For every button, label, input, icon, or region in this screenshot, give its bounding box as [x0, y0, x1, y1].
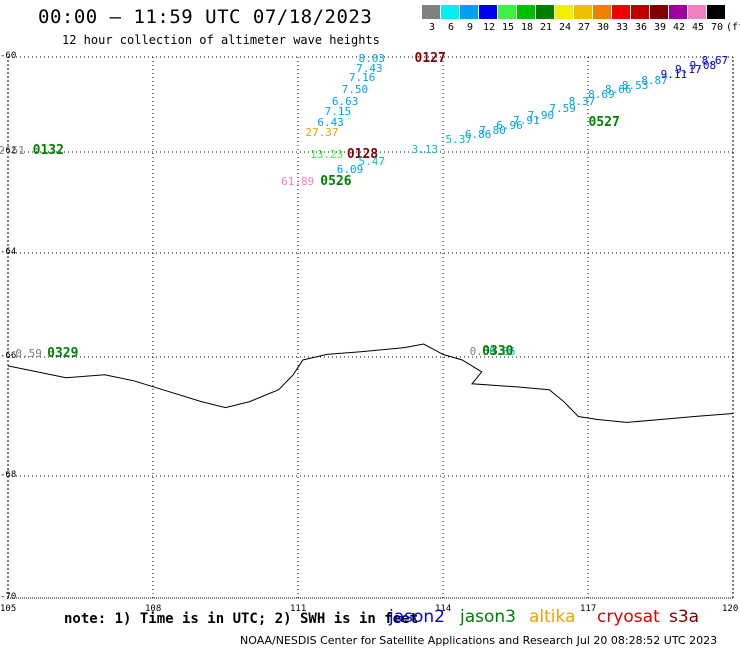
coastline — [7, 343, 734, 423]
pass-time-label: 0330 — [482, 343, 514, 359]
color-swatch — [441, 5, 459, 19]
footer-note: note: 1) Time is in UTC; 2) SWH is in fe… — [64, 611, 419, 627]
longitude-label: 117 — [580, 604, 597, 614]
latitude-label: -68 — [0, 470, 17, 480]
wave-height-value: 61.89 — [281, 175, 315, 189]
latitude-label: -66 — [0, 351, 17, 361]
longitude-label: 114 — [435, 604, 452, 614]
map-title: 00:00 – 11:59 UTC 07/18/2023 — [38, 6, 373, 28]
color-swatch — [593, 5, 611, 19]
color-swatch — [498, 5, 516, 19]
satellite-legend-item: s3a — [669, 607, 700, 627]
color-swatch — [536, 5, 554, 19]
color-swatch — [517, 5, 535, 19]
wave-height-value: 8.69 — [588, 88, 615, 101]
wave-height-value: 0.59 — [469, 344, 497, 358]
color-scale-label: 33 — [615, 22, 629, 33]
wave-height-value: 6.96 — [496, 118, 523, 132]
color-scale-label: 15 — [501, 22, 515, 33]
satellite-legend-item: cryosat — [597, 607, 660, 627]
color-swatch — [650, 5, 668, 19]
wave-height-value: 7.90 — [527, 109, 555, 123]
pass-time-label: 0128 — [346, 146, 379, 162]
wave-height-value: 7.80 — [479, 123, 506, 137]
wave-height-value: 9.11 — [660, 68, 688, 82]
wave-height-value: 8.37 — [568, 95, 596, 109]
wave-height-value: 7.15 — [324, 104, 352, 118]
graticule — [7, 56, 734, 599]
latitude-label: -64 — [0, 247, 17, 257]
longitude-label: 111 — [290, 604, 307, 614]
color-scale-label: 30 — [596, 22, 610, 33]
color-swatch — [574, 5, 592, 19]
wave-height-value: 0.59 — [15, 347, 42, 361]
satellite-legend-item: altika — [529, 607, 576, 627]
wave-height-value: 6.63 — [331, 95, 359, 109]
pass-time-label: 0329 — [47, 346, 79, 362]
wave-height-value: 6.86 — [464, 128, 492, 142]
wave-height-value: 13.23 — [310, 147, 344, 161]
wave-height-value: 5.47 — [358, 155, 386, 169]
color-scale-label: 36 — [634, 22, 648, 33]
wave-height-value: 8.67 — [701, 53, 729, 67]
latitude-label: -62 — [0, 146, 17, 156]
pass-time-label: 0132 — [32, 143, 64, 159]
wave-height-value: 7.50 — [341, 83, 369, 97]
wave-height-value: 27.37 — [305, 126, 339, 139]
wave-height-value: 7.16 — [348, 71, 376, 85]
wave-height-value: 9.08 — [689, 58, 717, 72]
color-swatch — [479, 5, 497, 19]
color-swatch — [631, 5, 649, 19]
color-scale-label: 3 — [428, 22, 436, 33]
wave-height-value: 6.09 — [336, 162, 364, 176]
longitude-label: 120 — [722, 604, 739, 614]
color-swatch — [460, 5, 478, 19]
color-scale-label: 9 — [466, 22, 474, 33]
color-swatch — [707, 5, 725, 19]
pass-time-label: 0127 — [414, 51, 446, 67]
color-scale-label: 45 — [691, 22, 705, 33]
wave-height-value: 2.51 — [0, 144, 25, 158]
color-scale-label: 18 — [520, 22, 534, 33]
map-subtitle: 12 hour collection of altimeter wave hei… — [62, 33, 380, 47]
wave-height-value: 8.03 — [358, 52, 386, 66]
satellite-legend-item: jason3 — [460, 607, 516, 627]
pass-time-label: 0527 — [588, 114, 620, 130]
wave-height-value: 0.86 — [489, 344, 516, 358]
wave-height-value: 8.53 — [621, 78, 649, 92]
wave-height-value: 9.17 — [675, 63, 702, 77]
color-scale-label: 70 — [710, 22, 724, 33]
color-swatch — [669, 5, 687, 19]
wave-height-value: 7.59 — [549, 102, 576, 116]
wave-height-value: 7.91 — [513, 114, 540, 128]
color-scale-unit: (ft) — [726, 22, 740, 33]
latitude-label: -60 — [0, 51, 17, 61]
color-scale-label: 42 — [672, 22, 686, 33]
wave-height-value: 8.87 — [641, 73, 668, 87]
wave-height-value: 6.43 — [317, 115, 344, 129]
color-swatch — [612, 5, 630, 19]
longitude-label: 108 — [145, 604, 162, 614]
color-scale-label: 6 — [447, 22, 455, 33]
color-scale-label: 39 — [653, 22, 667, 33]
wave-height-value: 5.37 — [445, 133, 473, 147]
color-scale-label: 27 — [577, 22, 591, 33]
longitude-label: 105 — [0, 604, 17, 614]
pass-time-label: 0526 — [320, 174, 352, 190]
color-swatch — [555, 5, 573, 19]
color-scale-label: 24 — [558, 22, 572, 33]
color-swatch — [688, 5, 706, 19]
map-frame — [7, 56, 734, 599]
color-scale-label: 21 — [539, 22, 553, 33]
latitude-label: -70 — [0, 592, 17, 602]
color-swatch — [422, 5, 440, 19]
wave-height-value: 8.66 — [605, 83, 632, 97]
color-scale-label: 12 — [482, 22, 496, 33]
credit-line: NOAA/NESDIS Center for Satellite Applica… — [240, 634, 718, 647]
satellite-legend-item: jason2 — [389, 607, 445, 627]
wave-height-value: 7.43 — [356, 61, 383, 75]
wave-height-value: 3.13 — [411, 142, 439, 156]
